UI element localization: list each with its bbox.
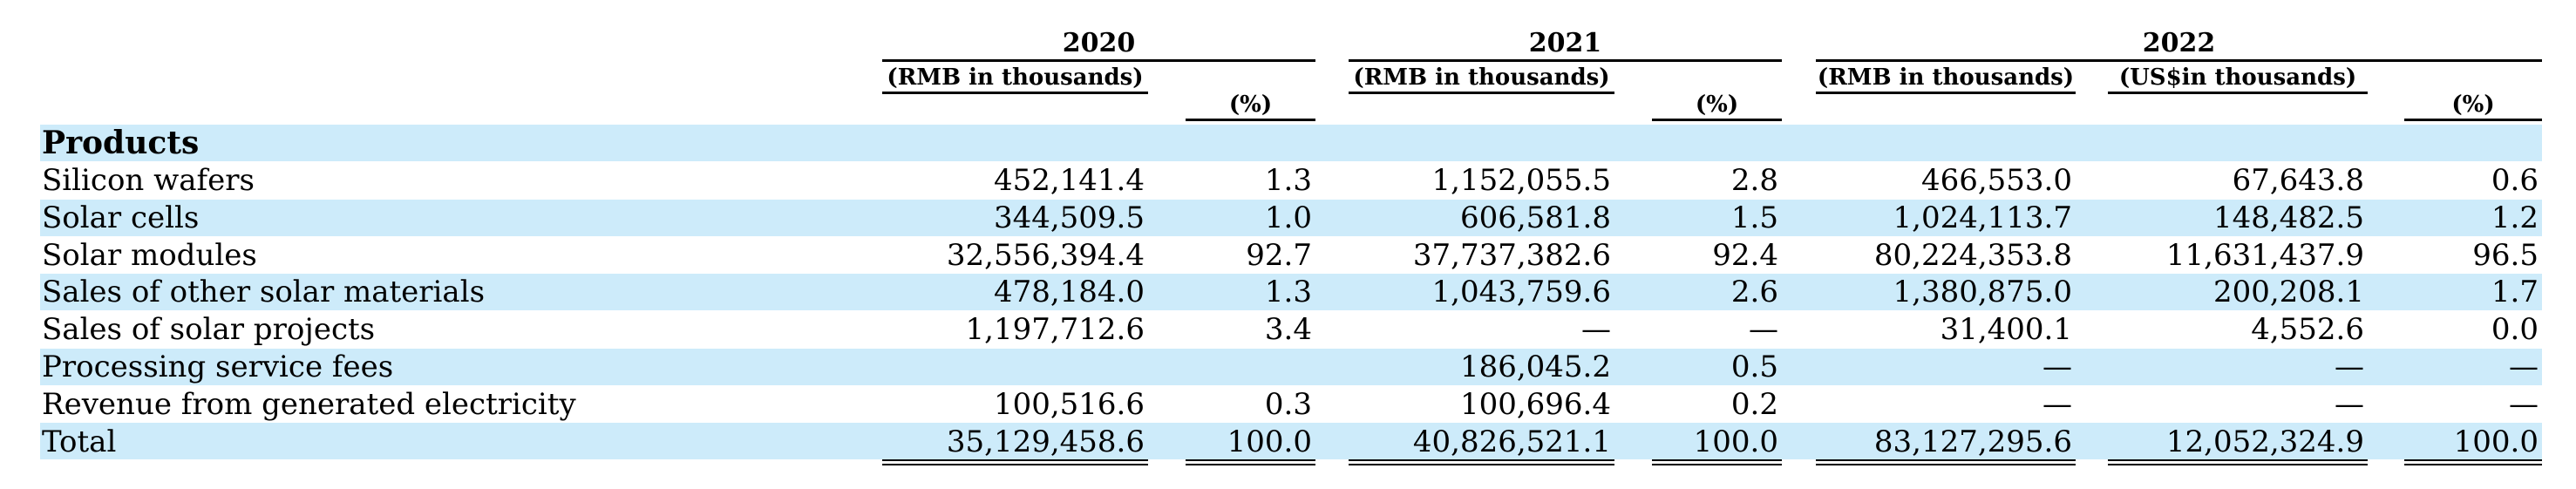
total-underline-2022-pct	[2404, 459, 2542, 465]
cell-v2022-rmb: 1,380,875.0	[1893, 275, 2072, 309]
cell-v2021-pct: 2.6	[1730, 275, 1778, 309]
row-label: Processing service fees	[42, 350, 394, 384]
cell-v2022-usd: 4,552.6	[2251, 312, 2364, 347]
cell-v2022-pct: —	[2509, 387, 2539, 422]
cell-v2021-rmb: 1,043,759.6	[1431, 275, 1611, 309]
cell-v2022-rmb: —	[2042, 350, 2072, 384]
cell-v2020-rmb: 32,556,394.4	[946, 238, 1145, 273]
cell-v2021-rmb: 186,045.2	[1459, 350, 1611, 384]
cell-v2022-usd: 11,631,437.9	[2165, 238, 2364, 273]
row-label: Revenue from generated electricity	[42, 387, 576, 422]
row-label: Solar modules	[42, 238, 257, 273]
cell-v2022-pct: —	[2509, 350, 2539, 384]
cell-v2020-rmb: 478,184.0	[993, 275, 1145, 309]
total-underline-2021-pct	[1652, 459, 1782, 465]
cell-v2021-pct: 1.5	[1730, 200, 1778, 235]
cell-v2020-rmb: 100,516.6	[993, 387, 1145, 422]
cell-v2020-pct: 1.3	[1264, 163, 1312, 198]
cell-v2022-usd: —	[2335, 387, 2364, 422]
row-band-processing-fees	[40, 349, 2542, 385]
cell-v2021-pct: —	[1749, 312, 1778, 347]
cell-v2020-pct: 0.3	[1264, 387, 1312, 422]
unit-header-2022-usd: (US$in thousands)	[2108, 65, 2368, 94]
cell-v2022-usd: —	[2335, 350, 2364, 384]
total-underline-2022-rmb	[1816, 459, 2076, 465]
total-underline-2021-rmb	[1349, 459, 1614, 465]
cell-v2021-pct: 0.5	[1730, 350, 1778, 384]
total-underline-2020-rmb	[882, 459, 1148, 465]
cell-v2022-usd: 12,052,324.9	[2165, 424, 2364, 459]
row-band-total	[40, 423, 2542, 459]
row-label: Sales of solar projects	[42, 312, 376, 347]
unit-header-2020-pct: (%)	[1186, 65, 1315, 121]
row-label: Total	[42, 424, 117, 459]
row-band-products	[40, 125, 2542, 161]
cell-v2022-pct: 96.5	[2472, 238, 2539, 273]
cell-v2022-pct: 0.6	[2491, 163, 2539, 198]
cell-v2021-pct: 2.8	[1730, 163, 1778, 198]
cell-v2022-pct: 1.7	[2491, 275, 2539, 309]
cell-v2022-usd: 200,208.1	[2212, 275, 2364, 309]
cell-v2020-rmb: 344,509.5	[993, 200, 1145, 235]
cell-v2022-rmb: —	[2042, 387, 2072, 422]
cell-v2020-rmb: 452,141.4	[993, 163, 1145, 198]
cell-v2021-rmb: 100,696.4	[1459, 387, 1611, 422]
year-header-2022: 2022	[1816, 28, 2542, 62]
total-underline-2022-usd	[2108, 459, 2368, 465]
cell-v2021-rmb: 37,737,382.6	[1412, 238, 1611, 273]
cell-v2021-pct: 100.0	[1693, 424, 1778, 459]
cell-v2022-pct: 0.0	[2491, 312, 2539, 347]
unit-header-2021-pct: (%)	[1652, 65, 1782, 121]
unit-header-2022-rmb: (RMB in thousands)	[1816, 65, 2076, 94]
year-header-2021: 2021	[1349, 28, 1782, 62]
cell-v2021-rmb: 1,152,055.5	[1431, 163, 1611, 198]
row-band-solar-cells	[40, 200, 2542, 236]
cell-v2021-rmb: 40,826,521.1	[1412, 424, 1611, 459]
cell-v2022-rmb: 31,400.1	[1940, 312, 2072, 347]
cell-v2021-pct: 92.4	[1712, 238, 1778, 273]
cell-v2021-rmb: —	[1581, 312, 1611, 347]
cell-v2020-pct: 100.0	[1227, 424, 1312, 459]
cell-v2022-pct: 100.0	[2453, 424, 2539, 459]
section-label-products: Products	[42, 125, 200, 161]
total-underline-2020-pct	[1186, 459, 1315, 465]
row-label: Solar cells	[42, 200, 200, 235]
unit-header-2021-rmb: (RMB in thousands)	[1349, 65, 1614, 94]
cell-v2020-pct: 1.3	[1264, 275, 1312, 309]
cell-v2020-pct: 1.0	[1264, 200, 1312, 235]
row-label: Silicon wafers	[42, 163, 255, 198]
cell-v2021-pct: 0.2	[1730, 387, 1778, 422]
cell-v2020-rmb: 1,197,712.6	[965, 312, 1145, 347]
cell-v2020-rmb: 35,129,458.6	[946, 424, 1145, 459]
cell-v2022-usd: 148,482.5	[2212, 200, 2364, 235]
row-band-other-materials	[40, 274, 2542, 310]
unit-header-2020-rmb: (RMB in thousands)	[882, 65, 1148, 94]
cell-v2022-pct: 1.2	[2491, 200, 2539, 235]
cell-v2022-rmb: 1,024,113.7	[1893, 200, 2072, 235]
cell-v2022-rmb: 80,224,353.8	[1873, 238, 2072, 273]
cell-v2022-rmb: 83,127,295.6	[1873, 424, 2072, 459]
cell-v2022-usd: 67,643.8	[2232, 163, 2364, 198]
cell-v2020-pct: 3.4	[1264, 312, 1312, 347]
cell-v2022-rmb: 466,553.0	[1920, 163, 2072, 198]
cell-v2021-rmb: 606,581.8	[1459, 200, 1611, 235]
row-label: Sales of other solar materials	[42, 275, 486, 309]
unit-header-2022-pct: (%)	[2404, 65, 2542, 121]
year-header-2020: 2020	[882, 28, 1315, 62]
cell-v2020-pct: 92.7	[1246, 238, 1312, 273]
